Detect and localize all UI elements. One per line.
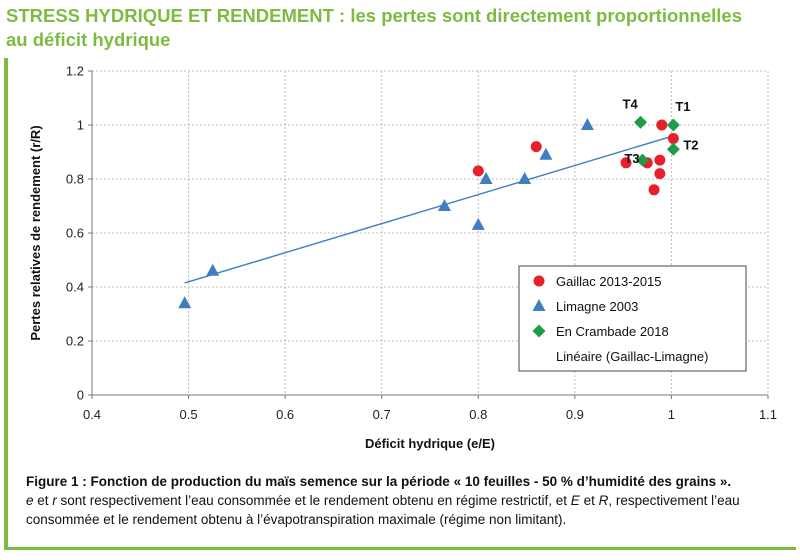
x-tick-label: 1 [668, 407, 675, 422]
caption-text-2: , respectivement l’eau [608, 493, 740, 508]
caption-title: Figure 1 : Fonction de production du maï… [26, 474, 732, 489]
y-tick-label: 0.8 [66, 172, 84, 187]
point-triangle [479, 172, 493, 184]
point-circle [620, 157, 632, 169]
annotation-label: T2 [683, 137, 698, 152]
caption-and-1: et [33, 493, 53, 508]
x-tick-label: 0.7 [373, 407, 391, 422]
point-circle [530, 141, 542, 153]
x-tick-label: 0.9 [566, 407, 584, 422]
figure-frame [4, 58, 796, 550]
point-circle [472, 165, 484, 177]
x-tick-label: 0.4 [83, 407, 101, 422]
point-triangle [518, 172, 532, 184]
x-axis-title: Déficit hydrique (e/E) [365, 436, 495, 451]
point-circle [654, 154, 666, 166]
caption-line3: consommée et le rendement obtenu à l’éva… [26, 512, 567, 527]
caption-E: E [570, 493, 580, 508]
frame-left-bar [4, 58, 8, 550]
legend-label: Linéaire (Gaillac-Limagne) [556, 349, 708, 364]
point-diamond [666, 142, 680, 156]
y-tick-label: 0 [77, 388, 84, 403]
legend-box [518, 265, 747, 372]
legend-label: En Crambade 2018 [556, 324, 669, 339]
caption-e: e [26, 493, 34, 508]
x-tick-label: 1.1 [759, 407, 777, 422]
y-tick-label: 0.6 [66, 226, 84, 241]
point-diamond [634, 115, 648, 129]
scatter-chart: 0.4 0.5 0.6 0.7 0.8 0.9 1 1.1 0 0.2 0.4 0.6 0.8 1 1.2 D… [28, 64, 777, 452]
point-triangle [539, 147, 553, 160]
legend-marker [532, 299, 546, 311]
annotation-label: T1 [675, 99, 690, 114]
x-tick-label: 0.8 [469, 407, 487, 422]
figure-title-line1: STRESS HYDRIQUE ET RENDEMENT : les perte… [6, 5, 743, 26]
point-triangle [178, 296, 192, 309]
point-diamond [666, 118, 680, 132]
trendline-gaillac-limagne [184, 135, 674, 284]
y-tick-label: 0.2 [66, 334, 84, 349]
figure-title: STRESS HYDRIQUE ET RENDEMENT : les perte… [6, 4, 796, 52]
point-circle [656, 119, 668, 131]
x-tick-label: 0.6 [276, 407, 294, 422]
caption-line2: e et r sont respectivement l’eau consomm… [26, 491, 786, 510]
caption-R: R [598, 493, 609, 508]
point-triangle [206, 263, 220, 276]
legend-label: Limagne 2003 [556, 299, 638, 314]
point-circle [667, 133, 679, 144]
caption-and-2: et [579, 493, 599, 508]
y-tick-label: 1 [77, 118, 84, 133]
figure-title-line2: au déficit hydrique [6, 29, 171, 50]
y-axis-title: Pertes relatives de rendement (r/R) [28, 125, 43, 340]
x-tick-label: 0.5 [180, 407, 198, 422]
point-circle [654, 168, 666, 180]
caption-r: r [52, 493, 57, 508]
point-triangle [580, 118, 594, 130]
point-circle [648, 184, 660, 196]
point-diamond [635, 153, 649, 167]
legend-marker [533, 275, 545, 287]
legend-marker [532, 324, 546, 338]
point-triangle [471, 217, 485, 230]
caption-text-1: sont respectivement l’eau consommée et l… [56, 493, 571, 508]
figure-caption: Figure 1 : Fonction de production du maï… [26, 472, 786, 529]
frame-bottom-bar [4, 547, 796, 550]
y-tick-label: 0.4 [66, 280, 84, 295]
point-triangle [437, 199, 451, 211]
legend-label: Gaillac 2013-2015 [556, 274, 662, 289]
y-tick-label: 1.2 [66, 64, 84, 79]
annotation-label: T3 [624, 151, 639, 166]
annotation-label: T4 [623, 96, 639, 111]
